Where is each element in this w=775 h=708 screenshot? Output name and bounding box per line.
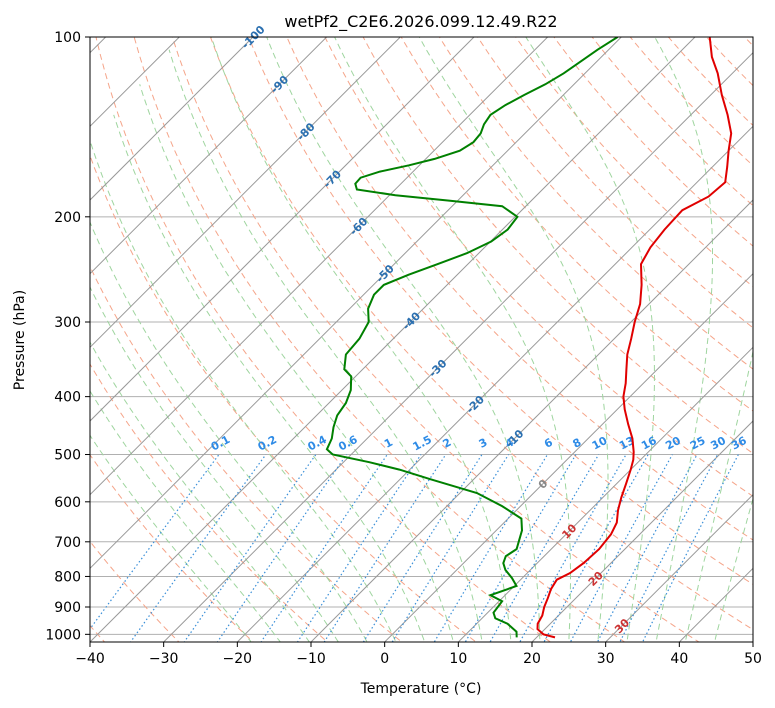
y-tick-label: 200 <box>54 210 81 226</box>
isotherms <box>90 37 753 642</box>
moist-adiabat <box>210 37 512 642</box>
temperature-line <box>536 37 733 639</box>
moist-adiabat <box>684 349 753 642</box>
x-tick-label: 30 <box>597 651 615 667</box>
moist-adiabat <box>113 114 426 642</box>
isotherm-line <box>604 493 753 642</box>
isotherm-line <box>162 51 753 642</box>
mixing-ratio-line <box>296 454 422 642</box>
y-tick-label: 600 <box>54 495 81 511</box>
x-tick-label: −40 <box>75 651 105 667</box>
mixing-ratio-line <box>260 454 388 642</box>
mixing-ratio-label: 36 <box>729 434 749 453</box>
x-tick-label: −20 <box>223 651 253 667</box>
moist-adiabat <box>168 49 483 642</box>
isotherm-line <box>236 125 753 642</box>
y-tick-label: 300 <box>54 315 81 331</box>
y-tick-label: 800 <box>54 569 81 585</box>
dry-adiabat <box>286 37 753 541</box>
isotherm-line <box>531 420 753 642</box>
mixing-ratio-label: 30 <box>708 434 728 453</box>
dry-adiabat <box>90 363 329 642</box>
x-axis-label: Temperature (°C) <box>360 681 482 697</box>
mixing-ratio-label: 10 <box>590 434 610 453</box>
x-axis: −40 −30 −20 −10 0 10 20 30 40 50 <box>75 642 762 667</box>
isotherm-line <box>90 37 696 642</box>
moist-adiabat <box>266 37 541 642</box>
moist-adiabat <box>90 434 252 642</box>
isotherm-line <box>310 199 753 642</box>
mixing-ratio-line <box>183 454 317 642</box>
dry-adiabat <box>248 37 753 585</box>
mixing-ratio-line <box>489 454 600 642</box>
isotherm-line <box>90 37 475 422</box>
dry-adiabat <box>515 37 753 288</box>
dewpoint-line <box>325 37 619 638</box>
isotherm-line <box>90 37 328 275</box>
dry-adiabat <box>477 37 753 329</box>
dry-adiabat <box>171 37 700 642</box>
y-tick-label: 900 <box>54 600 81 616</box>
moist-adiabat <box>90 220 368 642</box>
mixing-ratio-line <box>519 454 627 642</box>
moist-adiabat <box>418 37 609 642</box>
isotherm-line <box>457 346 753 642</box>
mixing-ratio-line <box>596 454 698 642</box>
dry-adiabat <box>133 37 626 642</box>
mixing-ratio-line <box>391 454 510 642</box>
x-tick-label: 50 <box>744 651 762 667</box>
x-tick-label: 20 <box>523 651 541 667</box>
dry-adiabats <box>90 37 753 642</box>
dry-adiabat <box>95 37 552 642</box>
dry-adiabat <box>362 37 753 455</box>
mixing-ratio-label: 20 <box>663 434 683 453</box>
moist-adiabat <box>90 138 397 642</box>
moist-adiabat <box>139 84 454 642</box>
plot-frame <box>89 36 754 643</box>
mixing-ratio-label: 25 <box>688 434 708 453</box>
moist-adiabat <box>713 497 753 642</box>
dry-adiabat <box>90 540 180 642</box>
mixing-ratio-label: 16 <box>639 434 659 453</box>
x-tick-label: 0 <box>380 651 389 667</box>
dry-adiabat <box>209 37 753 631</box>
moist-adiabat <box>654 37 713 642</box>
dry-adiabat <box>553 37 753 247</box>
x-tick-label: 10 <box>449 651 467 667</box>
dry-adiabat <box>324 37 753 497</box>
isotherm-line <box>383 272 753 642</box>
y-tick-label: 500 <box>54 448 81 464</box>
moist-adiabat <box>334 37 571 642</box>
x-tick-label: −10 <box>296 651 326 667</box>
mixing-ratio-line <box>216 454 348 642</box>
dry-adiabat <box>400 37 753 412</box>
background-lines <box>90 37 753 642</box>
y-axis: 1000 900 800 700 600 500 400 300 200 100 <box>45 30 90 643</box>
isotherm-line <box>90 37 549 496</box>
y-tick-label: 700 <box>54 535 81 551</box>
mixing-ratio-lines <box>90 454 739 642</box>
x-tick-label: 40 <box>670 651 688 667</box>
isotherm-line <box>90 37 254 201</box>
y-tick-label: 100 <box>54 30 81 46</box>
profiles <box>325 37 733 639</box>
dry-adiabat <box>90 265 403 642</box>
isotherm-line <box>90 37 402 349</box>
y-tick-label: 400 <box>54 390 81 406</box>
chart-title: wetPf2_C2E6.2026.099.12.49.R22 <box>284 12 557 32</box>
y-tick-label: 1000 <box>45 627 81 643</box>
moist-adiabat <box>90 341 310 642</box>
y-axis-label: Pressure (hPa) <box>12 290 28 390</box>
isotherm-line <box>90 37 623 570</box>
moist-adiabat <box>90 286 339 642</box>
mixing-ratio-line <box>323 454 447 642</box>
x-tick-label: −30 <box>149 651 179 667</box>
